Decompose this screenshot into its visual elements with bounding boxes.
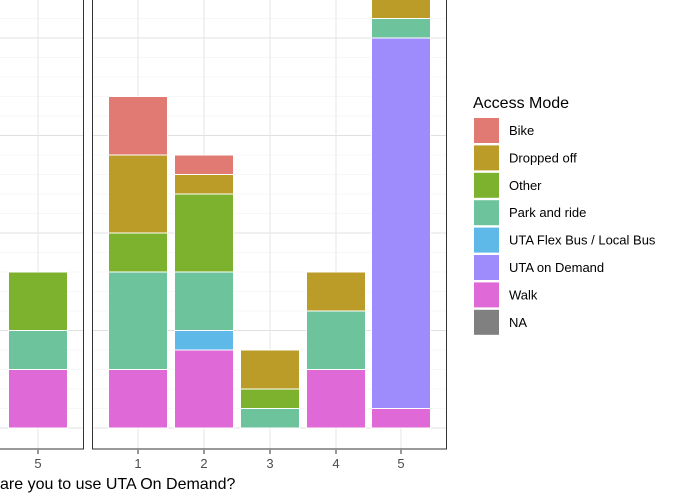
legend-label-other: Other [509, 178, 542, 193]
bar-segment-dropped-off-cat-5 [371, 0, 431, 19]
bar-segment-walk-cat-5 [371, 408, 431, 429]
legend-key-walk [474, 282, 499, 308]
bar-segment-park-and-ride-cat-5 [371, 18, 431, 39]
bar-segment-bike-cat-1 [108, 96, 168, 156]
legend-key-other [474, 172, 499, 198]
legend-title: Access Mode [473, 95, 569, 112]
legend-label-uta-flex-bus-local-bus: UTA Flex Bus / Local Bus [509, 233, 656, 248]
legend: Access Mode Bike Dropped off Other Park and… [473, 95, 656, 335]
legend-key-uta-flex-bus-local-bus [474, 227, 499, 253]
bar-segment-other-cat-3 [240, 388, 300, 409]
x-tick-label: 5 [397, 456, 404, 471]
legend-key-na [474, 309, 499, 335]
legend-key-bike [474, 118, 499, 143]
legend-label-park-and-ride: Park and ride [509, 205, 586, 220]
bar-segment-dropped-off-cat-4 [306, 271, 366, 312]
bar-segment-walk-cat-5 [8, 369, 68, 429]
legend-label-bike: Bike [509, 123, 534, 138]
legend-key-dropped-off [474, 145, 499, 171]
bar-segment-walk-cat-4 [306, 369, 366, 429]
x-tick-label: 3 [266, 456, 273, 471]
legend-label-dropped-off: Dropped off [509, 150, 577, 165]
bar-segment-bike-cat-2 [174, 154, 234, 175]
facet-panel-right: 1 2 3 4 5 [92, 0, 447, 471]
legend-key-park-and-ride [474, 200, 499, 226]
bar-segment-uta-on-demand-cat-5 [371, 37, 431, 409]
bar-segment-dropped-off-cat-2 [174, 174, 234, 195]
bar-segment-park-and-ride-cat-1 [108, 271, 168, 370]
legend-label-na: NA [509, 315, 527, 330]
legend-label-walk: Walk [509, 287, 538, 302]
x-tick-label: 5 [34, 456, 41, 471]
legend-label-uta-on-demand: UTA on Demand [509, 260, 604, 275]
bar-segment-dropped-off-cat-1 [108, 154, 168, 234]
bar-segment-park-and-ride-cat-5 [8, 330, 68, 370]
panel-border [0, 0, 84, 450]
bar-segment-walk-cat-1 [108, 369, 168, 429]
bar-segment-walk-cat-2 [174, 349, 234, 429]
bar-segment-other-cat-2 [174, 193, 234, 273]
bar-segment-park-and-ride-cat-2 [174, 271, 234, 331]
bar-segment-park-and-ride-cat-3 [240, 408, 300, 429]
x-tick-label: 4 [332, 456, 339, 471]
facet-panel-left: 5 [0, 0, 84, 471]
x-tick-label: 2 [200, 456, 207, 471]
bar-segment-dropped-off-cat-3 [240, 349, 300, 390]
bar-segment-other-cat-5 [8, 271, 68, 331]
panel-border [92, 0, 447, 450]
legend-key-uta-on-demand [474, 255, 499, 280]
bar-segment-park-and-ride-cat-4 [306, 310, 366, 370]
bar-segment-uta-flex-bus-local-bus-cat-2 [174, 330, 234, 351]
x-tick-label: 1 [134, 456, 141, 471]
x-axis-title: are you to use UTA On Demand? [0, 476, 235, 493]
bar-segment-other-cat-1 [108, 232, 168, 273]
